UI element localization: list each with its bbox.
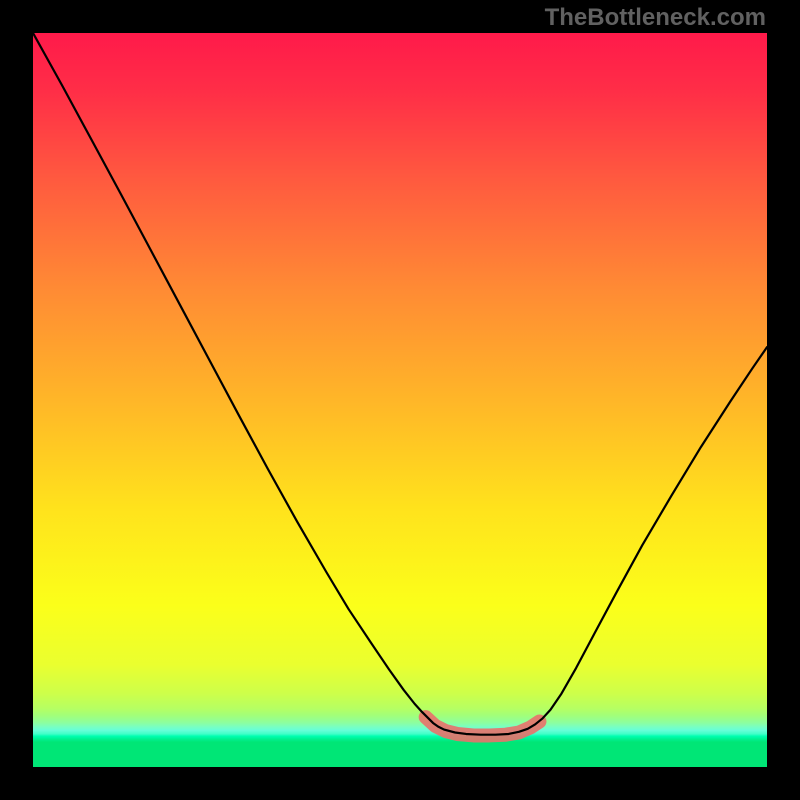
watermark-text: TheBottleneck.com [545,4,766,32]
gradient-background [33,33,767,767]
chart-frame: TheBottleneck.com [0,0,800,800]
bottleneck-curve-chart [33,33,767,767]
plot-area [33,33,767,767]
